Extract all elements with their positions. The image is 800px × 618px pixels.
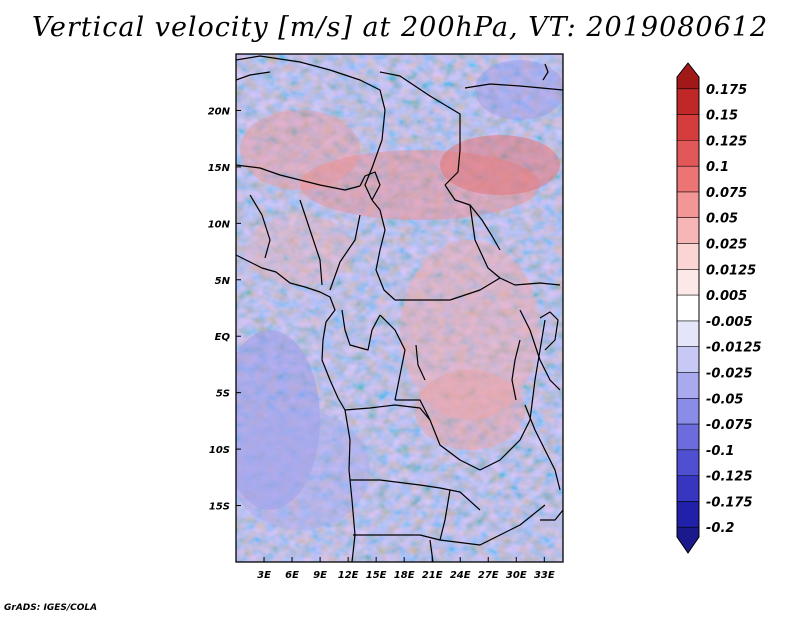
lat-label: EQ <box>215 332 231 343</box>
colorbar-swatch <box>677 191 699 219</box>
colorbar-label: -0.175 <box>706 495 753 510</box>
lon-label: 21E <box>422 570 443 581</box>
lon-label: 6E <box>285 570 299 581</box>
colorbar-label: 0.005 <box>706 289 747 304</box>
colorbar-swatch <box>677 424 699 451</box>
colorbar-label: 0.125 <box>706 134 747 149</box>
lat-label: 20N <box>208 106 231 117</box>
colorbar-label: -0.125 <box>706 470 753 485</box>
lon-label: 33E <box>534 570 555 581</box>
colorbar-swatch <box>677 449 699 477</box>
colorbar-label: -0.1 <box>706 444 734 459</box>
lon-label: 27E <box>478 570 499 581</box>
lon-label: 3E <box>257 570 271 581</box>
colorbar-label: 0.175 <box>706 83 747 98</box>
colorbar-label: -0.05 <box>706 392 743 407</box>
colorbar-label: 0.0125 <box>706 263 756 278</box>
country-borders <box>236 55 563 562</box>
colorbar-swatch <box>677 398 699 425</box>
colorbar: 0.175 0.15 0.125 0.1 0.075 0.05 0.025 0.0125 0.0… <box>676 62 762 554</box>
colorbar-label: 0.1 <box>706 160 729 175</box>
colorbar-swatch <box>677 217 699 245</box>
lat-label: 10N <box>208 219 231 230</box>
colorbar-swatch <box>677 166 699 193</box>
lon-label: 18E <box>394 570 415 581</box>
colorbar-label: 0.075 <box>706 186 747 201</box>
colorbar-swatch <box>677 501 699 528</box>
colorbar-swatch <box>677 295 699 322</box>
colorbar-swatch <box>677 63 699 90</box>
colorbar-label: -0.025 <box>706 366 753 381</box>
colorbar-swatch <box>677 88 699 116</box>
colorbar-label: -0.2 <box>706 521 734 536</box>
map-title: Vertical velocity [m/s] at 200hPa, VT: 2… <box>31 12 769 43</box>
colorbar-swatch <box>677 372 699 399</box>
lat-label: 15N <box>208 163 231 174</box>
colorbar-swatch <box>677 475 699 502</box>
lat-label: 10S <box>209 445 230 456</box>
lon-label: 24E <box>450 570 471 581</box>
colorbar-label: 0.05 <box>706 212 738 227</box>
colorbar-label: 0.15 <box>706 109 738 124</box>
lon-label: 12E <box>338 570 359 581</box>
colorbar-label: -0.0125 <box>706 341 762 356</box>
latitude-axis: 20N 15N 10N 5N EQ 5S 10S 15S <box>208 106 241 513</box>
lon-label: 15E <box>366 570 387 581</box>
lat-label: 5S <box>216 389 230 400</box>
map-frame <box>235 53 564 563</box>
colorbar-swatch <box>677 527 699 553</box>
grads-credit: GrADS: IGES/COLA <box>4 603 98 613</box>
lat-label: 15S <box>209 502 230 513</box>
lat-label: 5N <box>215 276 231 287</box>
colorbar-swatch <box>677 140 699 167</box>
colorbar-label: -0.005 <box>706 315 753 330</box>
longitude-axis: 3E 6E 9E 12E 15E 18E 21E 24E 27E 30E 33E <box>257 557 555 581</box>
colorbar-swatch <box>677 320 699 348</box>
colorbar-swatch <box>677 243 699 270</box>
colorbar-swatch <box>677 114 699 141</box>
lon-label: 9E <box>313 570 327 581</box>
colorbar-label: -0.075 <box>706 418 753 433</box>
colorbar-swatch <box>677 269 699 296</box>
lon-label: 30E <box>506 570 527 581</box>
colorbar-label: 0.025 <box>706 238 747 253</box>
colorbar-swatch <box>677 346 699 373</box>
